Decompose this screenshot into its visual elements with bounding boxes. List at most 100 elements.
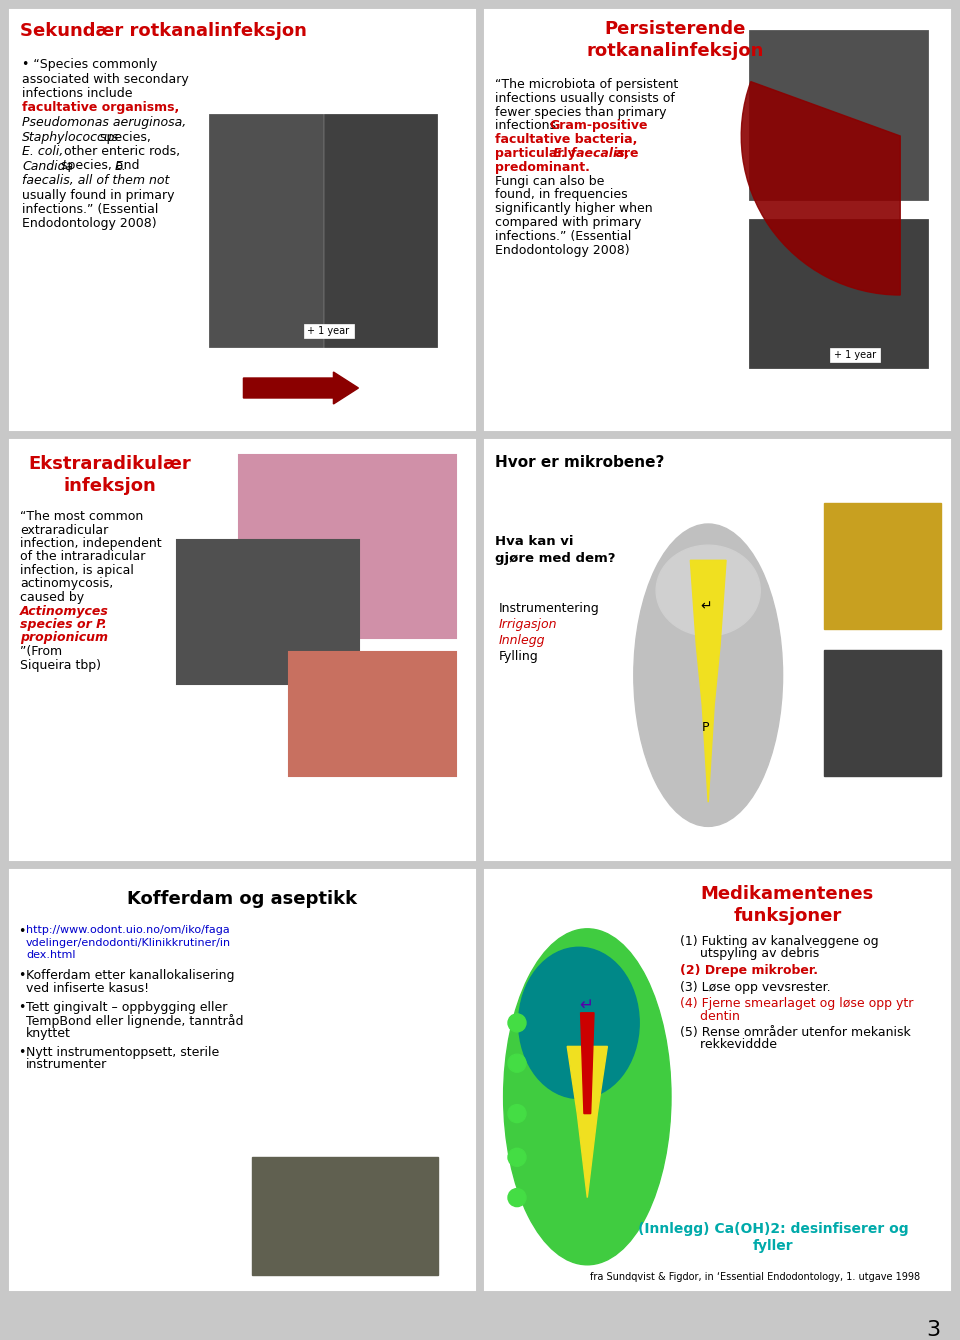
Bar [324,115,436,346]
Text: Staphylococcus: Staphylococcus [22,130,119,143]
Text: •: • [18,970,25,982]
Bar [750,31,926,200]
Text: knyttet: knyttet [26,1026,71,1040]
Text: Endodontology 2008): Endodontology 2008) [495,244,630,256]
Text: Gram-positive: Gram-positive [549,119,647,133]
Bar [485,440,950,860]
Text: Persisterende
rotkanalinfeksjon: Persisterende rotkanalinfeksjon [587,20,764,60]
Text: fewer species than primary: fewer species than primary [495,106,666,119]
Text: caused by: caused by [20,591,84,604]
Text: Actinomyces: Actinomyces [20,604,108,618]
Polygon shape [690,560,726,803]
Text: ↵: ↵ [700,599,711,614]
Text: Pseudomonas aeruginosa,: Pseudomonas aeruginosa, [22,117,186,129]
Text: vdelinger/endodonti/Klinikkrutiner/in: vdelinger/endodonti/Klinikkrutiner/in [26,938,231,947]
Text: dentin: dentin [681,1009,740,1022]
Bar [10,9,475,430]
Text: (4) Fjerne smearlaget og løse opp ytr: (4) Fjerne smearlaget og løse opp ytr [681,997,914,1010]
Bar [485,870,950,1290]
Text: facultative bacteria,: facultative bacteria, [495,133,637,146]
Text: Fylling: Fylling [499,650,539,663]
Text: of the intraradicular: of the intraradicular [20,551,145,564]
Text: P: P [702,721,709,733]
Text: infection, independent: infection, independent [20,537,161,549]
Text: 3: 3 [925,1320,940,1340]
Text: (2) Drepe mikrober.: (2) Drepe mikrober. [681,963,818,977]
Text: Kofferdam og aseptikk: Kofferdam og aseptikk [128,890,357,909]
Circle shape [508,1055,526,1072]
Text: + 1 year: + 1 year [833,350,876,360]
Text: (1) Fukting av kanalveggene og: (1) Fukting av kanalveggene og [681,935,879,947]
Text: Candida: Candida [22,159,73,173]
Text: Innlegg: Innlegg [499,634,545,647]
Bar [239,456,456,638]
Text: usually found in primary: usually found in primary [22,189,175,201]
Text: found, in frequencies: found, in frequencies [495,189,628,201]
Text: are: are [611,147,638,159]
Text: ↵: ↵ [579,996,593,1014]
Text: species,: species, [96,130,151,143]
Text: Kofferdam etter kanallokalisering: Kofferdam etter kanallokalisering [26,970,234,982]
Text: significantly higher when: significantly higher when [495,202,653,216]
Text: infections usually consists of: infections usually consists of [495,92,675,105]
Polygon shape [581,1013,594,1114]
Text: Medikamentenes
funksjoner: Medikamentenes funksjoner [701,884,874,925]
Text: Endodontology 2008): Endodontology 2008) [22,217,156,230]
Text: http://www.odont.uio.no/om/iko/faga: http://www.odont.uio.no/om/iko/faga [26,925,229,935]
Bar [10,870,475,1290]
Text: TempBond eller lignende, tanntråd: TempBond eller lignende, tanntråd [26,1014,244,1028]
Bar [825,650,941,776]
Bar [210,115,322,346]
Text: ved infiserte kasus!: ved infiserte kasus! [26,982,149,996]
Text: Irrigasjon: Irrigasjon [499,618,558,631]
Text: (Innlegg) Ca(OH)2: desinfiserer og
fyller: (Innlegg) Ca(OH)2: desinfiserer og fylle… [638,1222,908,1253]
Circle shape [508,1189,526,1206]
Text: associated with secondary: associated with secondary [22,72,189,86]
Text: “The microbiota of persistent: “The microbiota of persistent [495,78,679,91]
Text: •: • [18,1047,25,1059]
Ellipse shape [518,947,639,1099]
Text: (3) Løse opp vevsrester.: (3) Løse opp vevsrester. [681,981,831,993]
Bar [825,502,941,628]
Text: + 1 year: + 1 year [307,326,349,336]
Text: infections.: infections. [495,119,564,133]
Polygon shape [567,1047,608,1198]
Text: faecalis, all of them not: faecalis, all of them not [22,174,169,188]
Text: ”(From: ”(From [20,645,62,658]
Text: Nytt instrumentoppsett, sterile: Nytt instrumentoppsett, sterile [26,1047,219,1059]
Bar [289,651,456,776]
Bar [252,1158,438,1274]
Text: “The most common: “The most common [20,511,143,523]
Text: E. faecalis,: E. faecalis, [553,147,630,159]
FancyArrow shape [244,373,358,403]
Text: extraradicular: extraradicular [20,524,108,536]
Bar [485,9,950,430]
Text: species, and: species, and [57,159,143,173]
Text: Hvor er mikrobene?: Hvor er mikrobene? [495,456,664,470]
Text: instrumenter: instrumenter [26,1059,108,1072]
Ellipse shape [634,524,782,827]
Text: Sekundær rotkanalinfeksjon: Sekundær rotkanalinfeksjon [20,21,307,40]
Bar [750,220,926,367]
Ellipse shape [656,545,760,636]
Text: Fungi can also be: Fungi can also be [495,174,605,188]
Text: dex.html: dex.html [26,950,76,959]
Bar [178,540,359,685]
Ellipse shape [504,929,671,1265]
Text: Instrumentering: Instrumentering [499,602,600,615]
Text: Siqueira tbp): Siqueira tbp) [20,658,101,671]
Text: infection, is apical: infection, is apical [20,564,133,578]
Text: utspyling av debris: utspyling av debris [681,947,820,961]
Text: rekkeviddde: rekkeviddde [681,1038,778,1052]
Text: Ekstraradikulær
infeksjon: Ekstraradikulær infeksjon [29,456,191,496]
Bar [303,324,353,338]
Text: species or P.: species or P. [20,618,107,631]
Text: predominant.: predominant. [495,161,589,174]
Bar [10,440,475,860]
Text: facultative organisms,: facultative organisms, [22,102,180,114]
Text: E.: E. [115,159,127,173]
Text: • “Species commonly: • “Species commonly [22,58,157,71]
Text: •: • [18,925,25,938]
Circle shape [508,1014,526,1032]
Text: Hva kan vi
gjøre med dem?: Hva kan vi gjøre med dem? [495,535,615,565]
